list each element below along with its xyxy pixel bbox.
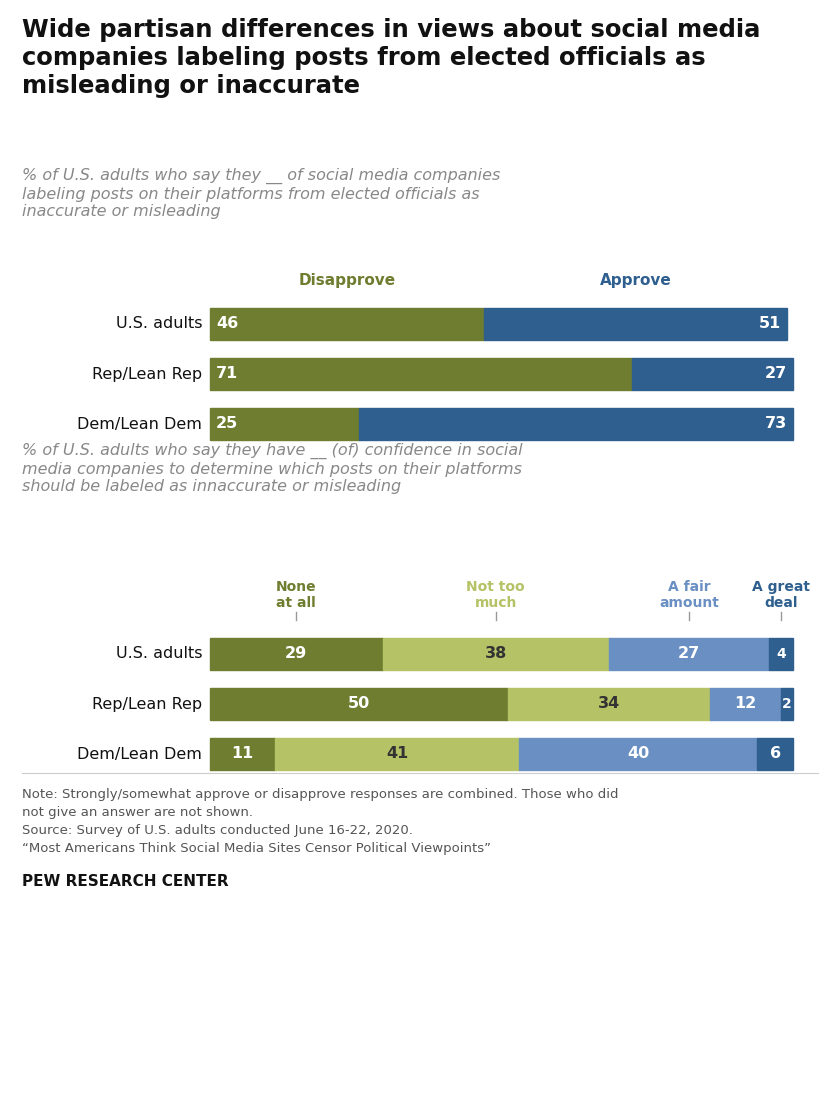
Bar	[781, 688, 793, 720]
Text: PEW RESEARCH CENTER: PEW RESEARCH CENTER	[22, 874, 228, 889]
Text: 2: 2	[782, 697, 792, 711]
Text: 73: 73	[765, 417, 787, 431]
Bar	[210, 408, 359, 440]
Bar	[758, 738, 793, 770]
Bar	[633, 358, 793, 390]
Text: “Most Americans Think Social Media Sites Censor Political Viewpoints”: “Most Americans Think Social Media Sites…	[22, 842, 491, 855]
Text: A fair
amount: A fair amount	[659, 579, 719, 611]
Text: 29: 29	[285, 646, 307, 661]
Text: 41: 41	[386, 747, 408, 761]
Bar	[276, 738, 519, 770]
Text: Dem/Lean Dem: Dem/Lean Dem	[77, 417, 202, 431]
Text: U.S. adults: U.S. adults	[116, 317, 202, 331]
Bar	[210, 688, 507, 720]
Bar	[519, 738, 758, 770]
Text: Source: Survey of U.S. adults conducted June 16-22, 2020.: Source: Survey of U.S. adults conducted …	[22, 824, 413, 837]
Text: Dem/Lean Dem: Dem/Lean Dem	[77, 747, 202, 761]
Text: U.S. adults: U.S. adults	[116, 646, 202, 661]
Bar	[769, 638, 793, 670]
Text: 46: 46	[216, 317, 239, 331]
Text: Disapprove: Disapprove	[298, 273, 396, 288]
Text: 11: 11	[232, 747, 254, 761]
Text: 71: 71	[216, 367, 239, 381]
Text: 27: 27	[765, 367, 787, 381]
Text: Rep/Lean Rep: Rep/Lean Rep	[92, 697, 202, 711]
Bar	[210, 638, 382, 670]
Text: Not too
much: Not too much	[466, 579, 525, 611]
Bar	[484, 308, 787, 340]
Bar	[359, 408, 793, 440]
Text: 4: 4	[776, 647, 786, 661]
Text: 40: 40	[627, 747, 649, 761]
Bar	[210, 738, 276, 770]
Bar	[710, 688, 781, 720]
Text: 25: 25	[216, 417, 239, 431]
Text: Note: Strongly/somewhat approve or disapprove responses are combined. Those who : Note: Strongly/somewhat approve or disap…	[22, 788, 618, 801]
Text: Approve: Approve	[600, 273, 671, 288]
Text: 38: 38	[485, 646, 507, 661]
Text: % of U.S. adults who say they have __ (of) confidence in social
media companies : % of U.S. adults who say they have __ (o…	[22, 443, 522, 494]
Text: 51: 51	[759, 317, 781, 331]
Text: 12: 12	[734, 697, 757, 711]
Text: 34: 34	[597, 697, 620, 711]
Text: None
at all: None at all	[276, 579, 317, 611]
Bar	[609, 638, 769, 670]
Text: Rep/Lean Rep: Rep/Lean Rep	[92, 367, 202, 381]
Bar	[507, 688, 710, 720]
Text: 27: 27	[678, 646, 700, 661]
Text: Wide partisan differences in views about social media
companies labeling posts f: Wide partisan differences in views about…	[22, 18, 760, 98]
Bar	[382, 638, 609, 670]
Text: % of U.S. adults who say they __ of social media companies
labeling posts on the: % of U.S. adults who say they __ of soci…	[22, 168, 501, 219]
Bar	[210, 308, 484, 340]
Bar	[210, 358, 633, 390]
Text: not give an answer are not shown.: not give an answer are not shown.	[22, 806, 253, 819]
Text: 50: 50	[348, 697, 370, 711]
Text: A great
deal: A great deal	[752, 579, 811, 611]
Text: 6: 6	[769, 747, 781, 761]
